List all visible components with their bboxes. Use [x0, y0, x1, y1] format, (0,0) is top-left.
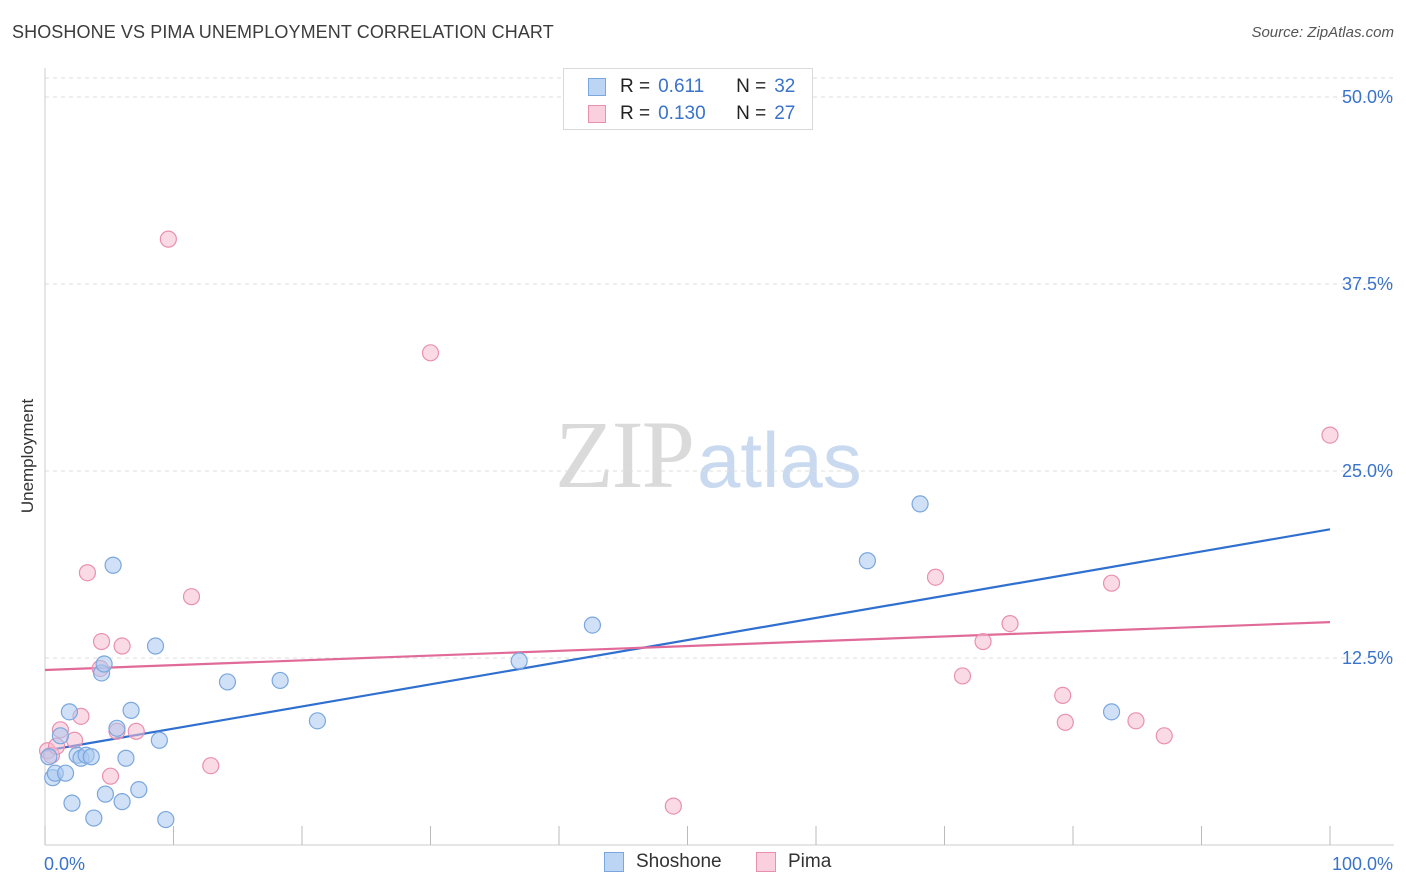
- shoshone-point: [271, 671, 289, 690]
- shoshone-point: [113, 793, 131, 811]
- n-label: N =: [736, 76, 767, 97]
- grid-layer: [45, 77, 1394, 659]
- legend-item-pima[interactable]: Pima: [756, 851, 831, 873]
- n-label: N =: [736, 103, 767, 124]
- source-label: Source: ZipAtlas.com: [1251, 24, 1394, 41]
- shoshone-point: [40, 748, 58, 766]
- legend-row-shoshone: R = 0.611 N = 32: [588, 75, 795, 99]
- pima-point: [974, 632, 992, 651]
- shoshone-point: [308, 712, 327, 730]
- shoshone-point: [510, 652, 528, 670]
- correlation-legend: R = 0.611 N = 32 R = 0.130 N = 27: [563, 68, 813, 130]
- y-tick-label: 37.5%: [1342, 274, 1393, 294]
- shoshone-trend-line: [44, 528, 1331, 752]
- shoshone-point: [51, 727, 70, 745]
- pima-point: [182, 588, 201, 606]
- shoshone-point: [122, 701, 140, 719]
- r-value: 0.611: [658, 76, 705, 97]
- x-tick-label-max: 100.0%: [1332, 854, 1393, 874]
- shoshone-point: [63, 794, 81, 812]
- pima-point: [421, 344, 440, 362]
- pima-point: [1001, 614, 1019, 633]
- pima-legend-swatch: [756, 852, 776, 872]
- shoshone-point: [150, 731, 168, 749]
- shoshone-point: [157, 810, 175, 829]
- n-value: 27: [774, 103, 796, 124]
- y-tick-label: 12.5%: [1342, 648, 1393, 668]
- shoshone-point: [146, 637, 165, 655]
- pima-point: [101, 767, 120, 785]
- pima-point: [953, 667, 972, 685]
- trend-layer: [44, 528, 1331, 752]
- shoshone-point: [104, 556, 122, 574]
- shoshone-point: [82, 748, 100, 766]
- pima-point: [1155, 727, 1173, 745]
- pima-point: [65, 731, 84, 749]
- shoshone-point: [911, 495, 929, 513]
- pima-trend-line: [44, 620, 1331, 672]
- legend-row-pima: R = 0.130 N = 27: [588, 102, 795, 126]
- legend-label-pima: Pima: [788, 851, 832, 872]
- pima-swatch: [588, 105, 606, 123]
- shoshone-point: [60, 703, 79, 721]
- shoshone-point: [218, 673, 237, 691]
- pima-point: [926, 568, 945, 586]
- shoshone-point: [858, 552, 877, 570]
- axis-layer: [44, 68, 1394, 846]
- n-value: 32: [774, 76, 796, 97]
- pima-point: [127, 722, 145, 740]
- shoshone-legend-swatch: [604, 852, 624, 872]
- x-tick-label-min: 0.0%: [44, 854, 85, 874]
- legend-label-shoshone: Shoshone: [636, 851, 722, 872]
- pima-point: [1102, 574, 1121, 592]
- shoshone-swatch: [588, 78, 606, 96]
- shoshone-point: [95, 655, 113, 673]
- y-tick-label: 50.0%: [1342, 87, 1393, 107]
- series-legend: Shoshone Pima: [0, 851, 1406, 877]
- watermark-zip: ZIP: [555, 401, 695, 508]
- shoshone-point: [130, 781, 148, 799]
- pima-point: [1127, 712, 1145, 730]
- y-tick-label: 25.0%: [1342, 461, 1393, 481]
- shoshone-point: [85, 809, 103, 827]
- shoshone-point: [108, 719, 126, 737]
- pima-point: [159, 230, 177, 248]
- pima-point: [113, 637, 131, 655]
- r-label: R =: [620, 103, 651, 124]
- shoshone-point: [56, 764, 75, 782]
- points-layer: [38, 230, 1339, 829]
- watermark-atlas: atlas: [697, 416, 862, 504]
- pima-point: [1056, 713, 1074, 731]
- pima-point: [78, 564, 97, 582]
- pima-point: [1321, 426, 1339, 444]
- r-label: R =: [620, 76, 651, 97]
- r-value: 0.130: [658, 103, 706, 124]
- pima-point: [92, 632, 111, 651]
- shoshone-point: [117, 749, 135, 767]
- shoshone-point: [1102, 703, 1121, 721]
- shoshone-point: [96, 785, 114, 803]
- legend-item-shoshone[interactable]: Shoshone: [604, 851, 722, 873]
- pima-point: [202, 757, 220, 775]
- pima-point: [1054, 686, 1072, 705]
- tick-label-layer: 12.5% 25.0% 37.5% 50.0% 0.0% 100.0%: [44, 87, 1393, 874]
- pima-point: [664, 797, 682, 815]
- shoshone-point: [583, 616, 602, 634]
- watermark: ZIPatlas: [555, 405, 862, 510]
- chart-title: SHOSHONE VS PIMA UNEMPLOYMENT CORRELATIO…: [12, 22, 554, 42]
